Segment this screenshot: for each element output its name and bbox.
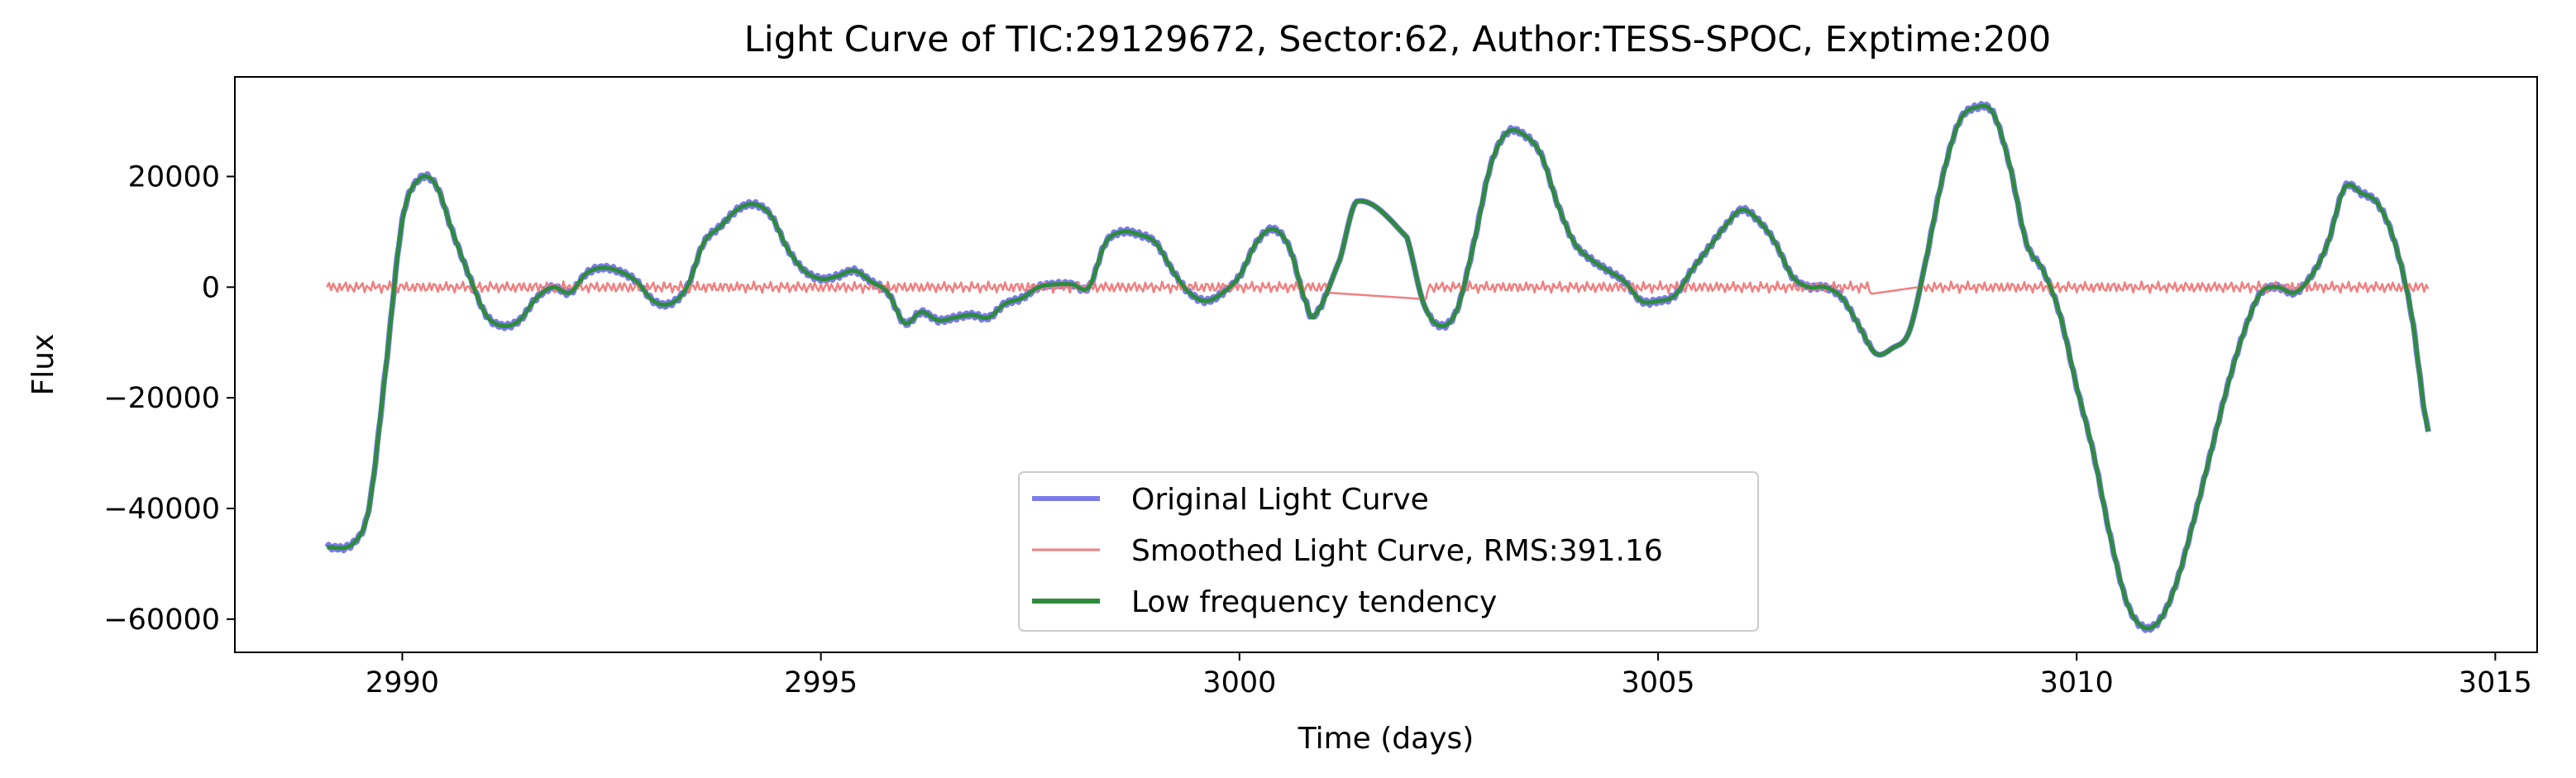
x-axis-label: Time (days) [1298, 722, 1474, 756]
x-axis-ticks: 2990 2995 3000 3005 3010 3015 [366, 652, 2532, 699]
y-axis-label: Flux [26, 334, 60, 396]
x-tick-label: 2995 [784, 666, 858, 699]
chart-title: Light Curve of TIC:29129672, Sector:62, … [744, 19, 2051, 60]
x-tick-label: 3010 [2040, 666, 2114, 699]
y-axis-ticks: −60000 −40000 −20000 0 20000 [103, 160, 235, 637]
x-tick-label: 3005 [1621, 666, 1694, 699]
chart-legend: Original Light Curve Smoothed Light Curv… [1018, 471, 1759, 632]
y-tick-label: −40000 [103, 493, 220, 526]
smoothed-light-curve [326, 280, 2430, 301]
y-tick-label: −20000 [103, 382, 220, 415]
x-tick-label: 3000 [1202, 666, 1276, 699]
legend-label-trend: Low frequency tendency [1131, 585, 1497, 619]
low-frequency-tendency [326, 103, 2430, 631]
y-tick-label: 0 [202, 271, 220, 304]
x-tick-label: 3015 [2459, 666, 2532, 699]
smoothed-curve-group [326, 280, 2430, 301]
low-frequency-curve-group [326, 103, 2430, 631]
legend-label-smoothed: Smoothed Light Curve, RMS:391.16 [1131, 534, 1663, 568]
legend-label-original: Original Light Curve [1131, 483, 1429, 517]
y-tick-label: 20000 [128, 160, 220, 193]
y-tick-label: −60000 [103, 604, 220, 637]
x-tick-label: 2990 [366, 666, 439, 699]
legend-box [1018, 471, 1759, 632]
